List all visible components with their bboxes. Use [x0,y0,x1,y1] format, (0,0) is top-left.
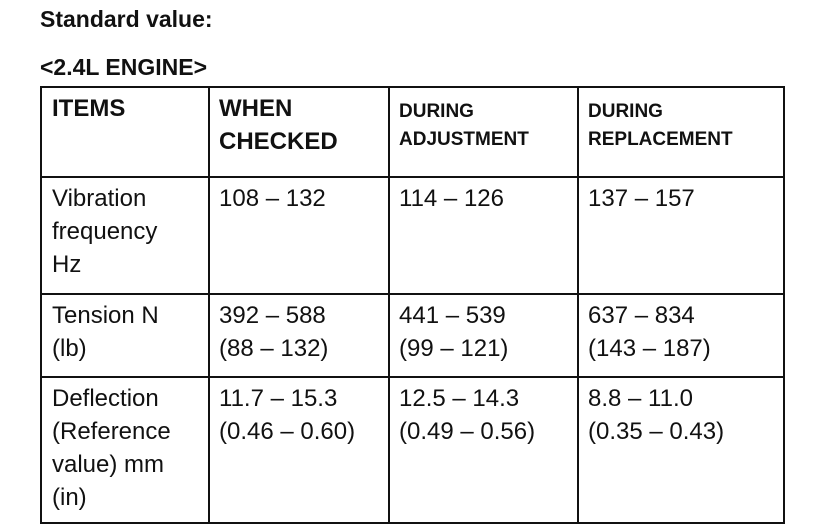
cell: 114 – 126 [388,176,579,295]
cell: 12.5 – 14.3 (0.49 – 0.56) [388,376,579,524]
cell: Tension N (lb) [40,293,210,378]
cell: 392 – 588 (88 – 132) [208,293,390,378]
cell: 8.8 – 11.0 (0.35 – 0.43) [577,376,785,524]
cell: 441 – 539 (99 – 121) [388,293,579,378]
header-cell: ITEMS [40,86,210,178]
cell: 108 – 132 [208,176,390,295]
cell: Vibration frequency Hz [40,176,210,295]
cell: 11.7 – 15.3 (0.46 – 0.60) [208,376,390,524]
cell: Deflection (Reference value) mm (in) [40,376,210,524]
cell: 137 – 157 [577,176,785,295]
header-cell: DURING REPLACEMENT [577,86,785,178]
header-row: ITEMS WHEN CHECKED DURING ADJUSTMENT DUR… [40,86,785,178]
subtitle: <2.4L ENGINE> [40,54,208,80]
row: Tension N (lb) 392 – 588 (88 – 132) 441 … [40,293,785,378]
header-cell: WHEN CHECKED [208,86,390,178]
title: Standard value: [40,6,213,32]
cell: 637 – 834 (143 – 187) [577,293,785,378]
header-cell: DURING ADJUSTMENT [388,86,579,178]
row: Vibration frequency Hz 108 – 132 114 – 1… [40,176,785,295]
row: Deflection (Reference value) mm (in) 11.… [40,376,785,524]
spec-table: ITEMS WHEN CHECKED DURING ADJUSTMENT DUR… [40,86,785,524]
